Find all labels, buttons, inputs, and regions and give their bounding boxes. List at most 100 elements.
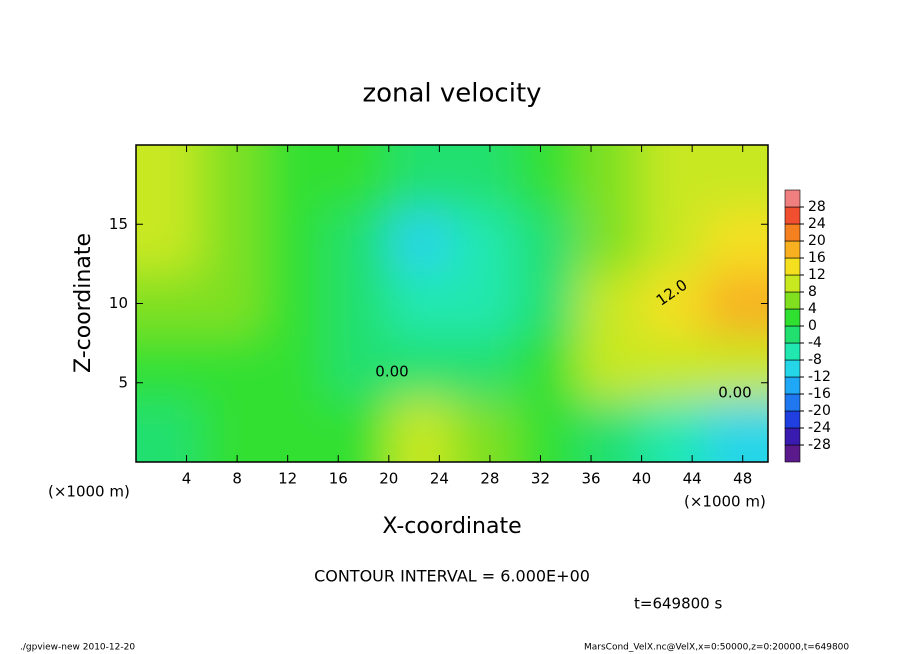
field-cell [641,208,706,273]
x-axis-label: X-coordinate [382,514,521,539]
x-tick-label: 8 [232,470,242,488]
colorbar-label: -28 [808,437,831,453]
colorbar-swatch [784,376,801,395]
colorbar-label: 8 [808,284,817,300]
colorbar-label: -16 [808,386,831,402]
field-cell [325,335,390,400]
field-cell [515,398,580,462]
field-cell [325,208,390,273]
field-cell [452,208,517,273]
chart-title: zonal velocity [362,79,541,109]
x-tick-label: 24 [430,470,449,488]
field [136,145,768,462]
field-cell [452,145,517,210]
field-cell [262,335,327,400]
field-cell [641,398,706,462]
x-tick-label: 40 [632,470,651,488]
contour-label: 0.00 [718,384,751,402]
field-cell [452,398,517,462]
x-tick-label: 36 [581,470,600,488]
colorbar-swatch [784,325,801,344]
field-cell [578,398,643,462]
field-cell [452,271,517,337]
x-tick-label: 32 [531,470,550,488]
field-cell [199,398,264,462]
colorbar-swatch [784,342,801,361]
field-cell [515,335,580,400]
field-cell [136,398,201,462]
field-cell [262,398,327,462]
time-label: t=649800 s [634,595,722,613]
field-cell [262,145,327,210]
colorbar-swatch [784,427,801,446]
y-axis-label: Z-coordinate [71,233,96,373]
field-cell [578,208,643,273]
field-cell [515,271,580,337]
colorbar-label: 24 [808,216,826,232]
field-cell [388,398,453,462]
field-cell [388,145,453,210]
x-tick-label: 16 [329,470,348,488]
field-cell [136,208,201,273]
x-tick-label: 44 [683,470,702,488]
field-cell [388,208,453,273]
field-cell [452,335,517,400]
field-cell [704,145,768,210]
field-cell [515,208,580,273]
field-cell [704,335,768,400]
field-cell [136,145,201,210]
y-tick-label: 15 [109,215,128,233]
colorbar-swatch [784,291,801,310]
field-cells [136,145,768,462]
field-cell [262,271,327,337]
field-cell [388,335,453,400]
field-cell [325,145,390,210]
field-cell [199,145,264,210]
colorbar-swatch [784,308,801,327]
footer-left: ./gpview-new 2010-12-20 [20,643,135,653]
colorbar-swatch [784,240,801,259]
colorbar-swatch [784,206,801,225]
colorbar-label: 16 [808,250,826,266]
field-cell [578,271,643,337]
colorbar-label: 20 [808,233,826,249]
contour-label: 0.00 [375,363,408,381]
field-cell [641,271,706,337]
x-tick-label: 12 [278,470,297,488]
colorbar-swatch [784,444,801,463]
footer-right: MarsCond_VelX.nc@VelX,x=0:50000,z=0:2000… [584,643,849,653]
colorbar-label: -12 [808,369,831,385]
colorbar-swatch [784,189,801,208]
field-cell [325,271,390,337]
field-cell [515,145,580,210]
colorbar-label: -24 [808,420,831,436]
colorbar-label: 28 [808,199,826,215]
colorbar-swatch [784,274,801,293]
field-cell [199,208,264,273]
field-cell [578,335,643,400]
x-tick-label: 48 [733,470,752,488]
field-cell [704,398,768,462]
field-cell [704,208,768,273]
field-cell [325,398,390,462]
x-tick-label: 20 [379,470,398,488]
colorbar-label: 0 [808,318,817,334]
y-tick-label: 5 [118,373,128,391]
colorbar-label: -4 [808,335,822,351]
field-cell [199,271,264,337]
colorbar-label: -20 [808,403,831,419]
colorbar-swatch [784,393,801,412]
x-unit: (×1000 m) [684,493,766,511]
field-cell [578,145,643,210]
x-tick-label: 4 [182,470,192,488]
field-cell [262,208,327,273]
field-cell [704,271,768,337]
colorbar-label: 4 [808,301,817,317]
field-cell [388,271,453,337]
colorbar-swatch [784,257,801,276]
field-cell [136,271,201,337]
y-unit: (×1000 m) [48,483,130,501]
colorbar-swatch [784,410,801,429]
field-cell [641,145,706,210]
